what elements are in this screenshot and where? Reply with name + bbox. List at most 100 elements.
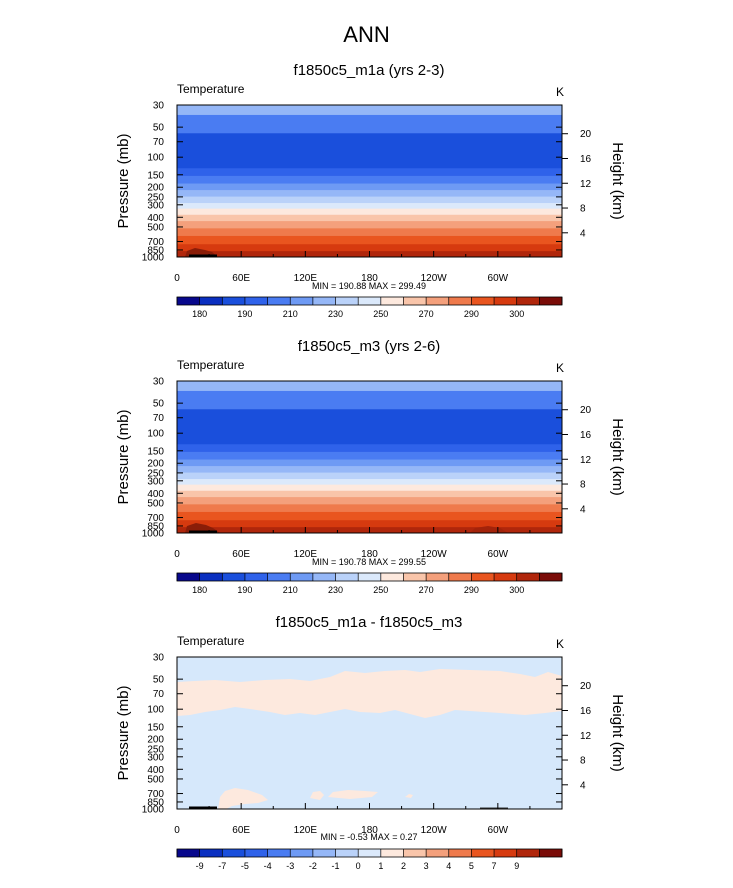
field-band-0 [177, 381, 562, 392]
y-tick-label-11: 850 [147, 797, 164, 808]
y-tick-label-10: 700 [147, 513, 164, 524]
panel-1-ylabel: Pressure (mb) [115, 133, 132, 228]
colorbar-label-3: 230 [328, 585, 343, 595]
colorbar-box-14 [494, 297, 518, 305]
height-tick-label-3: 8 [580, 756, 586, 767]
anomaly-region-lower-4 [405, 794, 413, 798]
colorbar-box-0 [177, 849, 200, 857]
x-tick-label-5: 60W [488, 549, 509, 560]
colorbar-box-12 [448, 573, 472, 581]
y-tick-label-11: 850 [147, 245, 164, 256]
field-band-9 [177, 208, 562, 216]
field-band-12 [177, 504, 562, 513]
field-band-5 [177, 459, 562, 467]
panel-2-colorbar: 180 190 210 230 250 270 290 300 [176, 572, 563, 595]
panel-3-positive-anomalies [177, 669, 562, 809]
colorbar-box-9 [380, 573, 404, 581]
colorbar-label-0: -9 [196, 861, 204, 871]
panel-1: f1850c5_m1a (yrs 2-3) Temperature K 30 50… [115, 62, 626, 319]
field-band-0 [177, 105, 562, 116]
topography-bar-2 [480, 807, 508, 809]
colorbar-box-5 [290, 297, 314, 305]
field-band-1 [177, 114, 562, 134]
colorbar-box-13 [471, 849, 495, 857]
field-band-6 [177, 190, 562, 198]
colorbar-label-1: -7 [218, 861, 226, 871]
y-tick-label-1: 50 [153, 399, 165, 410]
field-band-5 [177, 183, 562, 191]
panel-3-ylabel: Pressure (mb) [115, 685, 132, 780]
y-tick-label-9: 500 [147, 774, 164, 785]
height-tick-label-0: 20 [580, 129, 592, 140]
x-tick-label-1: 60E [232, 273, 250, 284]
x-tick-label-2: 120E [294, 549, 318, 560]
x-tick-label-3: 180 [361, 825, 378, 836]
field-band-13 [177, 235, 562, 245]
x-tick-label-2: 120E [294, 825, 318, 836]
colorbar-box-3 [244, 849, 268, 857]
x-tick-label-5: 60W [488, 273, 509, 284]
y-tick-label-6: 250 [147, 744, 164, 755]
colorbar-box-7 [335, 849, 359, 857]
panel-1-units: K [556, 85, 564, 99]
colorbar-label-2: 210 [283, 585, 298, 595]
x-tick-label-4: 120W [421, 549, 448, 560]
colorbar-box-7 [335, 297, 359, 305]
colorbar-label-3: -4 [264, 861, 272, 871]
colorbar-label-2: 210 [283, 309, 298, 319]
y-tick-label-8: 400 [147, 489, 164, 500]
colorbar-box-4 [267, 849, 291, 857]
height-tick-label-4: 4 [580, 780, 586, 791]
colorbar-label-9: 2 [401, 861, 406, 871]
colorbar-box-10 [403, 297, 427, 305]
colorbar-box-14 [494, 573, 518, 581]
panel-1-variable: Temperature [177, 82, 245, 96]
field-band-7 [177, 472, 562, 480]
anomaly-region-upper [177, 669, 562, 718]
panel-2-title: f1850c5_m3 (yrs 2-6) [298, 338, 441, 355]
colorbar-box-11 [426, 573, 450, 581]
x-tick-label-1: 60E [232, 549, 250, 560]
field-band-14 [177, 244, 562, 252]
colorbar-box-16 [539, 573, 563, 581]
panel-1-title: f1850c5_m1a (yrs 2-3) [294, 62, 445, 79]
x-tick-label-0: 0 [174, 549, 180, 560]
height-tick-label-2: 12 [580, 179, 592, 190]
colorbar-box-1 [199, 297, 223, 305]
x-tick-label-1: 60E [232, 825, 250, 836]
panel-2-units: K [556, 361, 564, 375]
colorbar-frame [176, 572, 563, 582]
colorbar-box-0 [177, 297, 200, 305]
colorbar-box-6 [312, 573, 336, 581]
field-band-3 [177, 168, 562, 177]
colorbar-label-0: 180 [192, 585, 207, 595]
field-band-3 [177, 444, 562, 453]
height-tick-label-0: 20 [580, 681, 592, 692]
y-tick-label-5: 200 [147, 459, 164, 470]
anomaly-region-lower-3 [328, 790, 378, 799]
colorbar-box-15 [516, 849, 540, 857]
colorbar-label-7: 0 [356, 861, 361, 871]
field-band-1 [177, 390, 562, 410]
colorbar-box-13 [471, 297, 495, 305]
height-tick-label-3: 8 [580, 480, 586, 491]
y-tick-label-4: 150 [147, 722, 164, 733]
colorbar-box-15 [516, 573, 540, 581]
field-band-14 [177, 520, 562, 528]
panel-2-variable: Temperature [177, 358, 245, 372]
panel-1-stats: MIN = 190.88 MAX = 299.49 [312, 281, 426, 291]
y-tick-label-11: 850 [147, 521, 164, 532]
field-band-10 [177, 490, 562, 498]
y-tick-label-0: 30 [153, 101, 165, 112]
colorbar-box-8 [358, 849, 382, 857]
y-tick-label-7: 300 [147, 476, 164, 487]
height-tick-label-2: 12 [580, 455, 592, 466]
x-tick-label-0: 0 [174, 273, 180, 284]
colorbar-box-15 [516, 297, 540, 305]
colorbar-box-7 [335, 573, 359, 581]
y-tick-label-3: 100 [147, 153, 164, 164]
colorbar-box-11 [426, 849, 450, 857]
colorbar-box-12 [448, 297, 472, 305]
